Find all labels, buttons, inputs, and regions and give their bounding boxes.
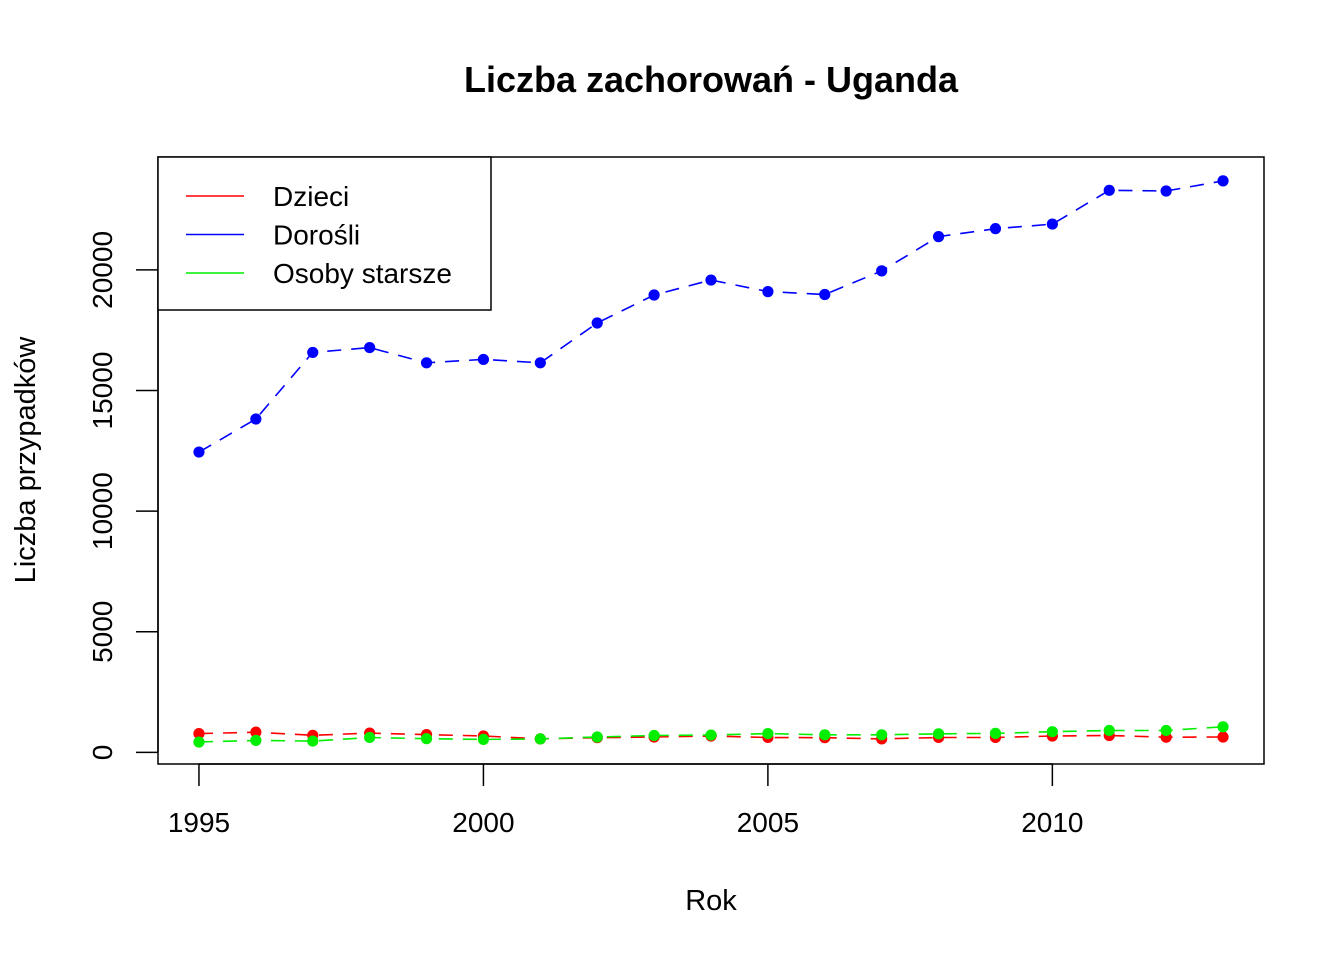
data-point (1217, 731, 1229, 743)
y-tick-label: 20000 (87, 231, 118, 309)
data-point (250, 726, 262, 738)
data-point (705, 274, 717, 286)
chart-title: Liczba zachorowań - Uganda (464, 59, 959, 100)
legend-label: Dorośli (273, 220, 360, 251)
data-point (762, 286, 774, 298)
data-point (989, 223, 1002, 235)
y-tick-label: 10000 (87, 472, 118, 550)
x-axis-label: Rok (685, 885, 737, 917)
y-tick-label: 15000 (87, 352, 118, 430)
data-point (364, 341, 376, 354)
y-tick-label: 0 (87, 745, 118, 761)
data-point (534, 733, 546, 745)
series-2 (193, 175, 1229, 458)
data-point (307, 346, 319, 359)
plot-frame (157, 156, 1265, 765)
x-tick-label: 2000 (452, 807, 514, 838)
data-point (1160, 724, 1172, 737)
data-point (1217, 175, 1229, 187)
axes: 1995 2000 2005 2010 0 5000 10000 15000 20000 (87, 231, 1084, 838)
data-point (193, 736, 205, 748)
data-point (989, 727, 1002, 739)
x-tick-label: 1995 (168, 807, 230, 838)
x-tick-label: 2005 (737, 807, 799, 838)
data-point (420, 357, 433, 369)
data-point (477, 353, 490, 366)
data-point (932, 231, 945, 243)
series-layer (193, 175, 1229, 748)
data-point (932, 728, 945, 740)
data-point (648, 289, 660, 301)
data-point (819, 729, 831, 741)
data-point (477, 733, 490, 745)
data-point (1103, 724, 1115, 737)
data-point (819, 288, 831, 301)
series-3 (193, 721, 1229, 748)
legend-box (157, 156, 492, 311)
data-point (1217, 721, 1229, 733)
data-point (705, 729, 717, 741)
y-tick-label: 5000 (87, 601, 118, 663)
legend-label: Dzieci (273, 181, 349, 212)
data-point (307, 735, 319, 747)
data-point (420, 733, 433, 745)
data-point (1046, 218, 1058, 230)
data-point (1103, 184, 1115, 196)
data-point (193, 446, 205, 458)
data-point (591, 731, 603, 743)
data-point (876, 729, 888, 741)
data-point (648, 729, 660, 742)
data-point (876, 265, 888, 277)
x-tick-label: 2010 (1021, 807, 1083, 838)
data-point (193, 728, 205, 740)
legend-label: Osoby starsze (273, 258, 452, 289)
y-axis-label: Liczba przypadków (10, 336, 42, 584)
data-point (364, 731, 376, 744)
data-point (250, 413, 262, 425)
data-point (1160, 185, 1172, 197)
data-point (591, 317, 603, 329)
data-point (762, 728, 774, 740)
data-point (250, 734, 262, 746)
data-point (1046, 726, 1058, 738)
legend: Dzieci Dorośli Osoby starsze (157, 156, 492, 311)
data-point (534, 357, 546, 369)
